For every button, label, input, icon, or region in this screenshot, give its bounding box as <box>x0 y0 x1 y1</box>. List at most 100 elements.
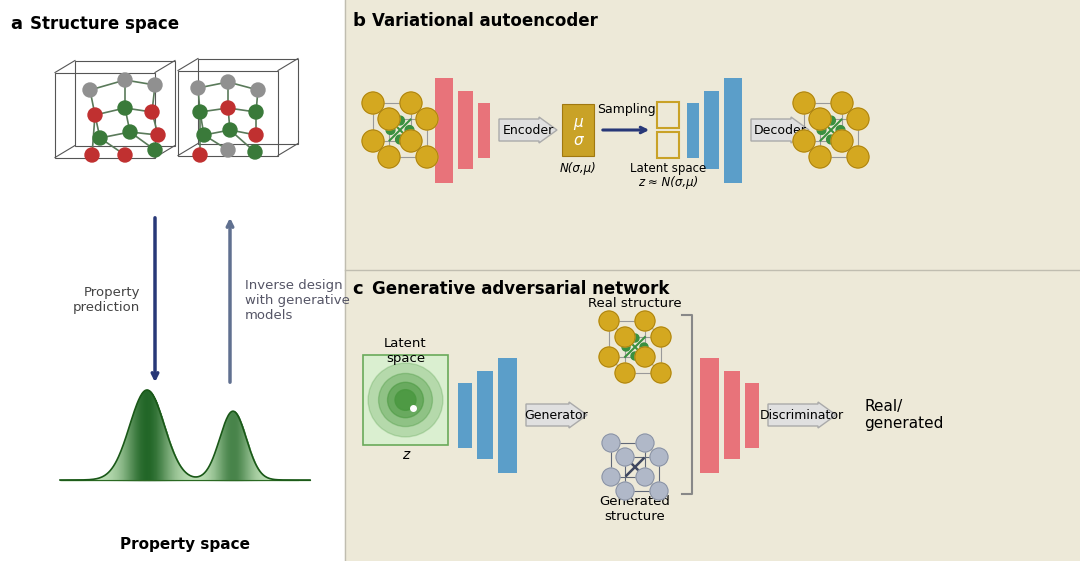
Circle shape <box>616 448 634 466</box>
Circle shape <box>602 468 620 486</box>
Bar <box>745 383 759 448</box>
Circle shape <box>809 146 831 168</box>
Circle shape <box>650 448 669 466</box>
Ellipse shape <box>368 363 443 437</box>
Text: N(σ,μ): N(σ,μ) <box>559 162 596 175</box>
Circle shape <box>416 108 438 130</box>
Circle shape <box>847 108 869 130</box>
Circle shape <box>615 363 635 383</box>
FancyArrow shape <box>526 402 588 428</box>
Circle shape <box>826 135 836 144</box>
Bar <box>477 371 492 459</box>
Text: a: a <box>10 15 22 33</box>
Circle shape <box>599 311 619 331</box>
Circle shape <box>118 148 132 162</box>
Circle shape <box>151 128 165 142</box>
Circle shape <box>636 468 654 486</box>
Circle shape <box>636 434 654 452</box>
Circle shape <box>836 126 845 135</box>
Circle shape <box>400 92 422 114</box>
Bar <box>0 0 345 561</box>
Circle shape <box>93 131 107 145</box>
Circle shape <box>87 108 102 122</box>
Text: c: c <box>352 280 363 298</box>
Circle shape <box>622 343 630 351</box>
Ellipse shape <box>395 390 416 410</box>
Bar <box>562 104 594 156</box>
Circle shape <box>362 92 384 114</box>
Circle shape <box>831 92 853 114</box>
Bar <box>363 355 448 445</box>
FancyArrow shape <box>499 117 557 143</box>
Circle shape <box>249 128 264 142</box>
Circle shape <box>651 363 671 383</box>
Text: Real/
generated: Real/ generated <box>864 399 943 431</box>
Circle shape <box>599 347 619 367</box>
Text: Real structure: Real structure <box>589 297 681 310</box>
Circle shape <box>83 83 97 97</box>
Bar <box>458 383 472 448</box>
Text: Latent space: Latent space <box>630 162 706 175</box>
Circle shape <box>818 126 826 135</box>
Bar <box>345 0 1080 561</box>
Text: Encoder: Encoder <box>502 123 554 136</box>
Bar <box>657 102 679 128</box>
Bar <box>435 77 453 182</box>
Circle shape <box>249 105 264 119</box>
Circle shape <box>631 334 639 342</box>
Circle shape <box>145 105 159 119</box>
Circle shape <box>251 83 265 97</box>
Ellipse shape <box>379 374 432 426</box>
Text: μ: μ <box>573 114 583 130</box>
Bar <box>724 77 742 182</box>
Circle shape <box>193 148 207 162</box>
Text: z ≈ N(σ,μ): z ≈ N(σ,μ) <box>638 176 698 189</box>
Text: Property space: Property space <box>120 537 249 552</box>
Circle shape <box>118 101 132 115</box>
Circle shape <box>191 81 205 95</box>
Circle shape <box>809 108 831 130</box>
Text: z: z <box>402 448 409 462</box>
Ellipse shape <box>388 382 423 418</box>
Circle shape <box>378 146 400 168</box>
Circle shape <box>616 482 634 500</box>
Text: Latent
space: Latent space <box>384 337 427 365</box>
Circle shape <box>793 92 815 114</box>
Bar <box>458 91 473 169</box>
Circle shape <box>631 352 639 360</box>
Circle shape <box>400 130 422 152</box>
Bar <box>478 103 490 158</box>
Circle shape <box>197 128 211 142</box>
Bar <box>498 357 517 472</box>
Circle shape <box>248 145 262 159</box>
Text: Generator: Generator <box>525 408 589 421</box>
Circle shape <box>831 130 853 152</box>
FancyArrow shape <box>768 402 836 428</box>
Circle shape <box>193 105 207 119</box>
Bar <box>657 132 679 158</box>
Text: Generated
structure: Generated structure <box>599 495 671 523</box>
Text: Generative adversarial network: Generative adversarial network <box>372 280 670 298</box>
Bar <box>700 357 719 472</box>
Circle shape <box>221 143 235 157</box>
Circle shape <box>395 116 404 125</box>
Circle shape <box>85 148 99 162</box>
Circle shape <box>148 78 162 92</box>
Circle shape <box>118 73 132 87</box>
Text: Property
prediction: Property prediction <box>72 286 140 314</box>
Circle shape <box>615 327 635 347</box>
Circle shape <box>221 101 235 115</box>
Circle shape <box>640 343 648 351</box>
Circle shape <box>222 123 237 137</box>
Circle shape <box>826 116 836 125</box>
Circle shape <box>793 130 815 152</box>
Text: Sampling: Sampling <box>596 103 656 116</box>
Circle shape <box>148 143 162 157</box>
Circle shape <box>123 125 137 139</box>
Text: Decoder: Decoder <box>754 123 807 136</box>
Circle shape <box>387 126 395 135</box>
Text: Structure space: Structure space <box>30 15 179 33</box>
Circle shape <box>651 327 671 347</box>
Circle shape <box>395 135 404 144</box>
Circle shape <box>362 130 384 152</box>
